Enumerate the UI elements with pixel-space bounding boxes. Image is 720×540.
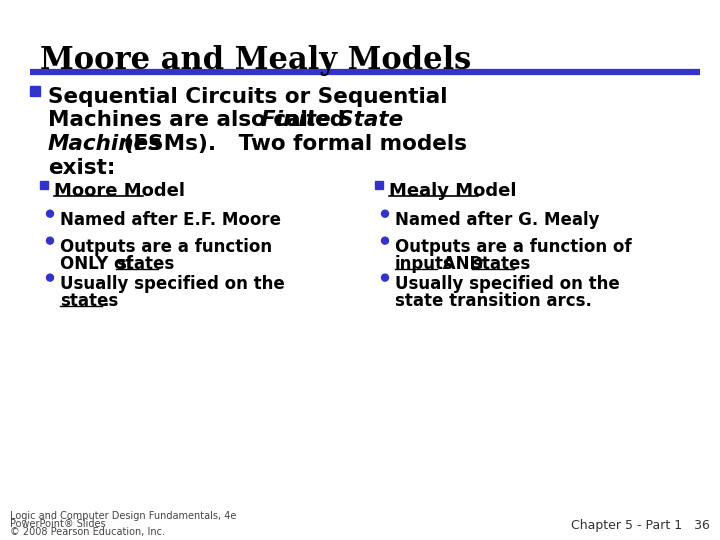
Text: .: .	[102, 292, 109, 309]
Text: Chapter 5 - Part 1   36: Chapter 5 - Part 1 36	[571, 519, 710, 532]
Text: Logic and Computer Design Fundamentals, 4e: Logic and Computer Design Fundamentals, …	[10, 511, 236, 521]
Text: Finite State: Finite State	[261, 110, 403, 130]
Text: Moore Model: Moore Model	[54, 182, 185, 200]
Bar	[30, 86, 40, 96]
Text: PowerPoint® Slides: PowerPoint® Slides	[10, 519, 106, 529]
Text: Usually specified on the: Usually specified on the	[395, 275, 620, 293]
Text: inputs: inputs	[395, 255, 454, 273]
Circle shape	[47, 274, 53, 281]
Text: Moore and Mealy Models: Moore and Mealy Models	[40, 45, 472, 76]
Text: Usually specified on the: Usually specified on the	[60, 275, 284, 293]
Text: states: states	[472, 255, 531, 273]
Bar	[375, 181, 383, 189]
Text: exist:: exist:	[48, 158, 115, 178]
Text: states: states	[60, 292, 118, 309]
Circle shape	[382, 274, 389, 281]
Text: Outputs are a function of: Outputs are a function of	[395, 238, 631, 255]
Text: Mealy Model: Mealy Model	[389, 182, 516, 200]
Circle shape	[382, 210, 389, 217]
Text: Named after E.F. Moore: Named after E.F. Moore	[60, 211, 281, 229]
Text: Machines: Machines	[48, 134, 162, 154]
Text: © 2008 Pearson Education, Inc.: © 2008 Pearson Education, Inc.	[10, 527, 165, 537]
Circle shape	[47, 210, 53, 217]
Text: states: states	[116, 255, 174, 273]
Text: Named after G. Mealy: Named after G. Mealy	[395, 211, 600, 229]
Circle shape	[47, 237, 53, 244]
Text: (FSMs).   Two formal models: (FSMs). Two formal models	[116, 134, 467, 154]
Bar	[40, 181, 48, 189]
Text: Outputs are a function: Outputs are a function	[60, 238, 272, 255]
Text: AND: AND	[437, 255, 489, 273]
Text: Machines are also called: Machines are also called	[48, 110, 353, 130]
Text: ONLY of: ONLY of	[60, 255, 138, 273]
Circle shape	[382, 237, 389, 244]
Text: state transition arcs.: state transition arcs.	[395, 292, 592, 309]
Text: Sequential Circuits or Sequential: Sequential Circuits or Sequential	[48, 87, 448, 107]
